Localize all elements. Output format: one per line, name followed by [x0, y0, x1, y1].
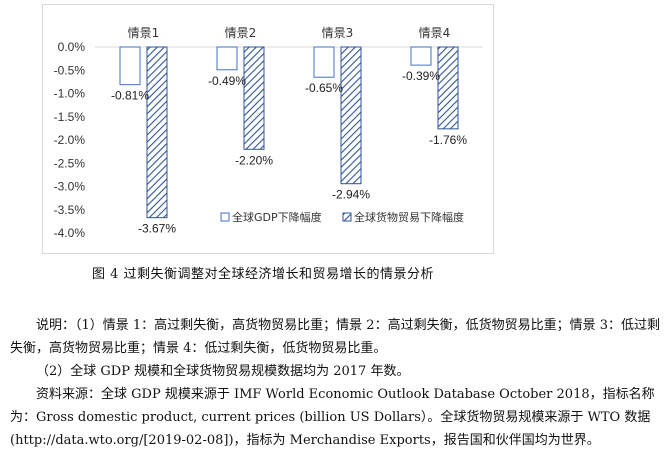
bar-gdp	[216, 46, 238, 71]
note-scenarios-text: 说明：（1）情景 1：高过剩失衡，高货物贸易比重；情景 2：高过剩失衡，低货物贸…	[10, 318, 660, 356]
y-tick-label: -1.0%	[54, 87, 86, 101]
category-labels: 情景1 情景2 情景3 情景4	[128, 26, 451, 40]
note-source-text: 资料来源：全球 GDP 规模来源于 IMF World Economic Out…	[10, 387, 655, 448]
bar-gdp	[119, 46, 141, 86]
bar-gdp	[410, 46, 432, 66]
bar-gdp	[313, 46, 335, 78]
data-label-trade: -2.94%	[332, 188, 370, 202]
y-tick-label: -2.0%	[54, 133, 86, 147]
bar-trade	[437, 46, 459, 130]
y-tick-label: -4.0%	[54, 226, 86, 240]
category-label: 情景4	[419, 26, 451, 40]
data-label-gdp: -0.81%	[111, 89, 149, 103]
note-scenarios: 说明：（1）情景 1：高过剩失衡，高货物贸易比重；情景 2：高过剩失衡，低货物贸…	[10, 314, 660, 360]
y-tick-label: -3.5%	[54, 203, 86, 217]
data-label-gdp: -0.39%	[402, 69, 440, 83]
y-tick-label: -3.0%	[54, 180, 86, 194]
chart-container: 0.0% -0.5% -1.0% -1.5% -2.0% -2.5% -3.0% -3.5% -…	[42, 4, 494, 254]
data-label-gdp: -0.65%	[305, 81, 343, 95]
y-tick-label: 0.0%	[58, 40, 86, 54]
data-label-trade: -2.20%	[235, 153, 273, 167]
data-label-trade: -1.76%	[429, 133, 467, 147]
figure-caption: 图 4 过剩失衡调整对全球经济增长和贸易增长的情景分析	[92, 267, 435, 282]
category-label: 情景1	[128, 26, 160, 40]
legend-label-trade: 全球货物贸易下降幅度	[354, 210, 464, 224]
y-tick-label: -2.5%	[54, 156, 86, 170]
category-label: 情景2	[225, 26, 257, 40]
legend-label-gdp: 全球GDP下降幅度	[232, 210, 322, 224]
bar-trade	[146, 46, 168, 219]
data-labels: -0.81% -3.67% -0.49% -2.20% -0.65% -2.94% -0.3…	[111, 69, 467, 236]
bar-trade	[340, 46, 362, 185]
data-label-gdp: -0.49%	[208, 74, 246, 88]
data-label-trade: -3.67%	[138, 222, 176, 236]
note-data-year-text: （2）全球 GDP 规模和全球货物贸易规模数据均为 2017 年数。	[36, 364, 410, 379]
legend: 全球GDP下降幅度 全球货物贸易下降幅度	[220, 210, 464, 224]
bar-chart: 0.0% -0.5% -1.0% -1.5% -2.0% -2.5% -3.0% -3.5% -…	[54, 26, 483, 240]
legend-swatch-trade	[342, 212, 352, 222]
bars	[119, 46, 459, 219]
bar-trade	[243, 46, 265, 150]
note-source: 资料来源：全球 GDP 规模来源于 IMF World Economic Out…	[10, 383, 660, 452]
y-tick-label: -1.5%	[54, 110, 86, 124]
note-data-year: （2）全球 GDP 规模和全球货物贸易规模数据均为 2017 年数。	[10, 360, 660, 383]
legend-swatch-gdp	[220, 212, 230, 222]
y-axis: 0.0% -0.5% -1.0% -1.5% -2.0% -2.5% -3.0% -3.5% -…	[54, 40, 483, 240]
category-label: 情景3	[322, 26, 354, 40]
y-tick-label: -0.5%	[54, 63, 86, 77]
